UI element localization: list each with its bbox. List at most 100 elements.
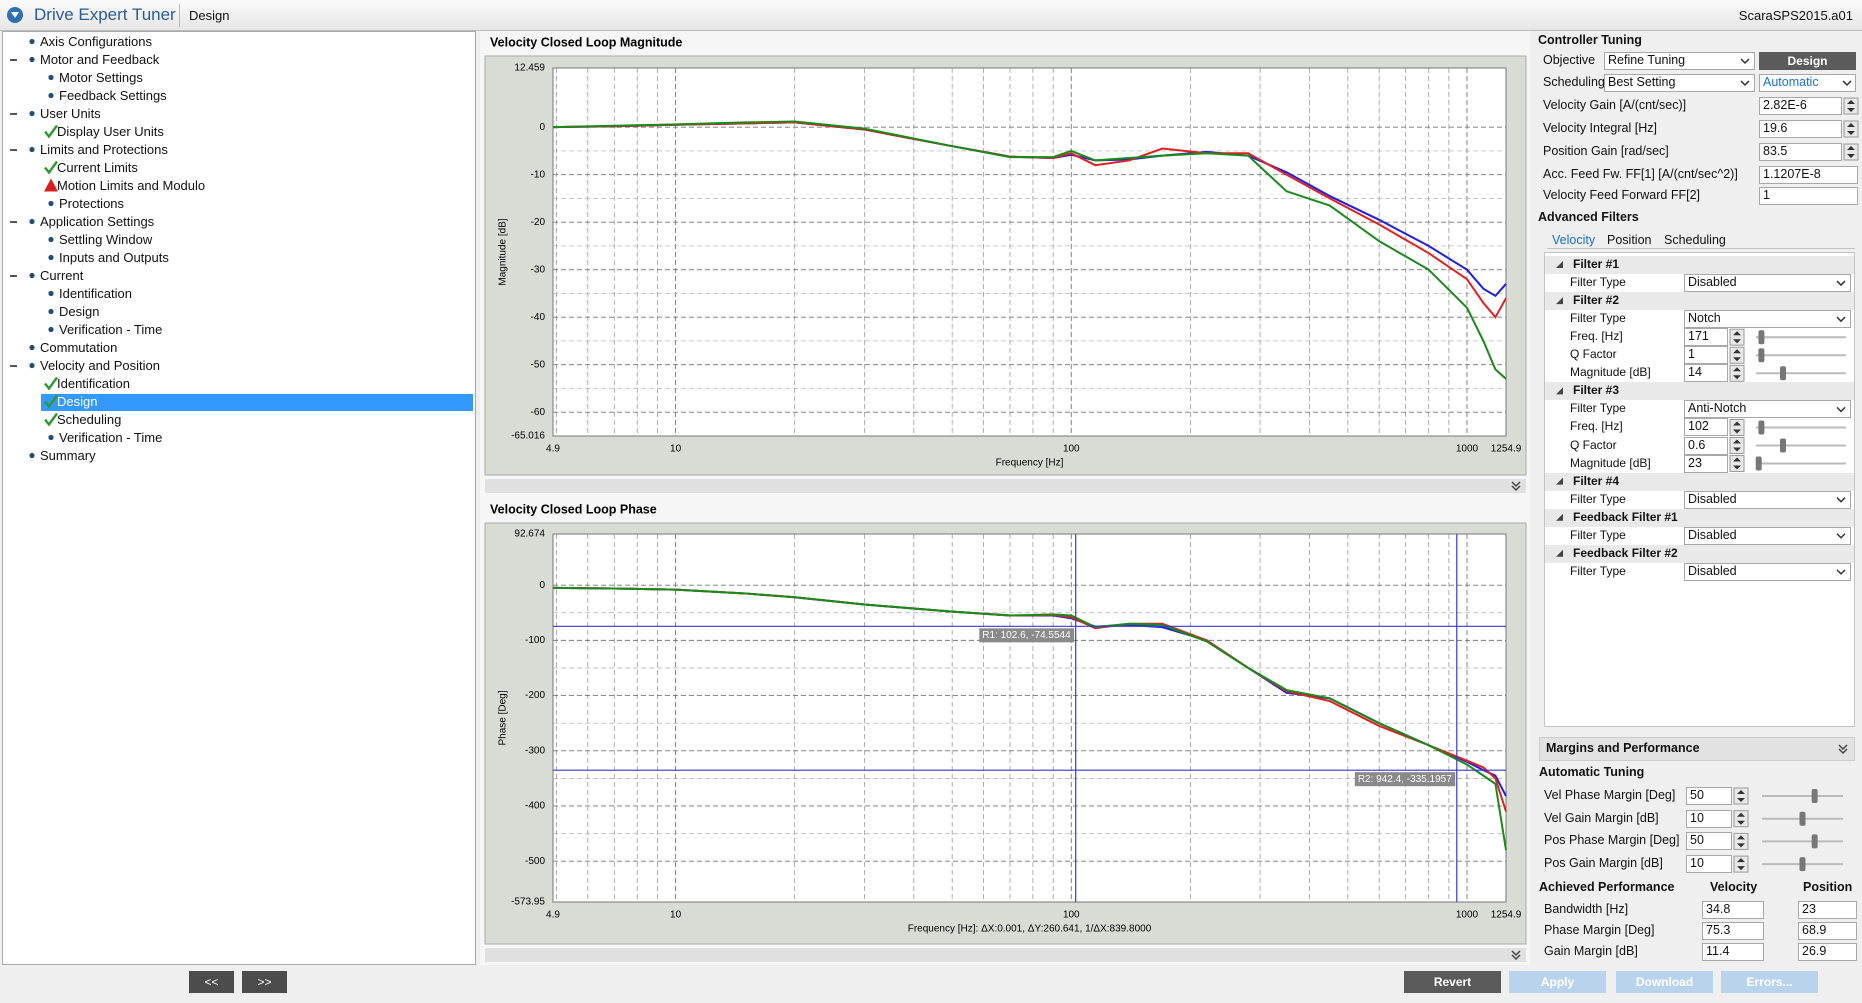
filter-tab[interactable]: Scheduling	[1664, 233, 1726, 247]
performance-label: Phase Margin [Deg]	[1544, 923, 1655, 937]
input[interactable]: 102	[1684, 418, 1728, 437]
margin-label: Vel Phase Margin [Deg]	[1544, 788, 1676, 802]
tab-underline	[1547, 248, 1855, 249]
input[interactable]: 14	[1684, 364, 1728, 383]
footer-button: Apply	[1509, 971, 1606, 993]
field-label: Velocity Gain [A/(cnt/sec)]	[1543, 98, 1687, 112]
input[interactable]: 1	[1759, 187, 1858, 205]
input[interactable]: Refine Tuning	[1604, 52, 1755, 70]
input[interactable]: 10	[1686, 809, 1732, 828]
footer-button[interactable]: Revert	[1404, 971, 1501, 993]
section-title: Margins and Performance	[1546, 741, 1700, 755]
column-header: Velocity	[1710, 880, 1758, 894]
input[interactable]: 50	[1686, 832, 1732, 851]
input[interactable]: 23	[1798, 901, 1857, 919]
input[interactable]: 50	[1686, 787, 1732, 805]
input[interactable]: 19.6	[1759, 120, 1842, 138]
input[interactable]: 23	[1684, 454, 1728, 473]
input[interactable]: 1.1207E-8	[1759, 166, 1858, 184]
nav-item[interactable]: Design	[57, 393, 98, 409]
project-name: ScaraSPS2015.a01	[1738, 8, 1853, 23]
nav-item[interactable]: Summary	[40, 447, 96, 463]
design-button[interactable]: Design	[1759, 52, 1856, 70]
nav-item[interactable]: Inputs and Outputs	[59, 249, 169, 265]
collapse-toggle[interactable]	[10, 275, 17, 277]
nav-item[interactable]: Display User Units	[57, 123, 164, 139]
collapse-toggle[interactable]	[10, 59, 17, 61]
nav-item[interactable]: Current	[40, 267, 84, 283]
section-title: Automatic Tuning	[1539, 765, 1645, 779]
filter-header[interactable]: Feedback Filter #2	[1573, 545, 1678, 560]
nav-item[interactable]: Protections	[59, 195, 125, 211]
input[interactable]: 2.82E-6	[1759, 97, 1842, 115]
app-title: Drive Expert Tuner	[34, 5, 176, 24]
input[interactable]: 11.4	[1702, 943, 1764, 961]
input[interactable]: Disabled	[1684, 490, 1851, 509]
nav-item[interactable]: User Units	[40, 105, 101, 121]
filter-tab[interactable]: Velocity	[1552, 233, 1596, 247]
nav-item[interactable]: Settling Window	[59, 231, 153, 247]
filter-tab[interactable]: Position	[1607, 233, 1652, 247]
nav-item[interactable]: Feedback Settings	[59, 87, 167, 103]
input[interactable]: 10	[1686, 855, 1732, 874]
nav-panel	[2, 31, 476, 965]
nav-item[interactable]: Motor and Feedback	[40, 51, 160, 67]
filter-header[interactable]: Filter #3	[1573, 383, 1620, 398]
filter-header-bg	[1545, 508, 1854, 527]
nav-item[interactable]: Identification	[57, 375, 130, 391]
input[interactable]: 68.9	[1798, 922, 1857, 940]
input[interactable]: 0.6	[1684, 436, 1728, 455]
nav-forward[interactable]: >>	[242, 971, 287, 993]
nav-item[interactable]: Limits and Protections	[40, 141, 168, 157]
input[interactable]: Anti-Notch	[1684, 400, 1851, 419]
input[interactable]: Disabled	[1684, 274, 1851, 293]
filter-label: Filter Type	[1570, 311, 1626, 326]
margin-label: Pos Phase Margin [Deg]	[1544, 833, 1680, 848]
input[interactable]: Best Setting	[1604, 74, 1755, 92]
collapse-toggle[interactable]	[10, 113, 17, 115]
nav-back[interactable]: <<	[189, 971, 234, 993]
input[interactable]: 83.5	[1759, 143, 1842, 161]
input[interactable]: 75.3	[1702, 922, 1764, 940]
filter-header-bg	[1545, 292, 1854, 311]
filter-header[interactable]: Filter #4	[1573, 473, 1620, 488]
nav-item[interactable]: Axis Configurations	[40, 33, 152, 49]
collapse-toggle[interactable]	[10, 365, 17, 367]
margin-label: Vel Gain Margin [dB]	[1544, 810, 1659, 825]
collapse-toggle[interactable]	[10, 149, 17, 151]
nav-item[interactable]: Velocity and Position	[40, 357, 160, 373]
nav-item[interactable]: Application Settings	[40, 213, 155, 229]
input[interactable]: Disabled	[1684, 562, 1851, 581]
nav-item[interactable]: Scheduling	[57, 411, 122, 427]
nav-item[interactable]: Commutation	[40, 339, 118, 355]
filter-header[interactable]: Filter #2	[1573, 293, 1620, 308]
nav-item[interactable]: Motion Limits and Modulo	[57, 177, 206, 193]
margins-bar	[1539, 737, 1855, 761]
nav-item[interactable]: Verification - Time	[59, 321, 163, 337]
input[interactable]: 171	[1684, 328, 1728, 347]
scheduling-mode[interactable]: Automatic	[1759, 74, 1856, 92]
filter-header-bg	[1545, 382, 1854, 401]
input[interactable]: Disabled	[1684, 526, 1851, 545]
field-label: Velocity Feed Forward FF[2]	[1543, 188, 1701, 202]
nav-item[interactable]: Identification	[59, 285, 132, 301]
field-label: Objective	[1543, 53, 1596, 67]
input[interactable]: 34.8	[1702, 901, 1764, 919]
filter-header-bg	[1545, 472, 1854, 491]
filter-header[interactable]: Filter #1	[1573, 257, 1620, 271]
input[interactable]: Notch	[1684, 310, 1851, 329]
filter-label: Q Factor	[1570, 437, 1617, 452]
nav-item[interactable]: Design	[59, 303, 100, 319]
nav-item[interactable]: Motor Settings	[59, 69, 143, 85]
collapse-toggle[interactable]	[10, 221, 17, 223]
header-bar	[0, 0, 1862, 31]
divider	[179, 4, 180, 27]
input[interactable]: 1	[1684, 346, 1728, 365]
footer-button: Errors...	[1721, 971, 1818, 993]
footer-button: Download	[1616, 971, 1713, 993]
nav-item[interactable]: Current Limits	[57, 159, 138, 175]
input[interactable]: 26.9	[1798, 943, 1857, 961]
nav-item[interactable]: Verification - Time	[59, 429, 163, 445]
filter-header[interactable]: Feedback Filter #1	[1573, 509, 1678, 524]
